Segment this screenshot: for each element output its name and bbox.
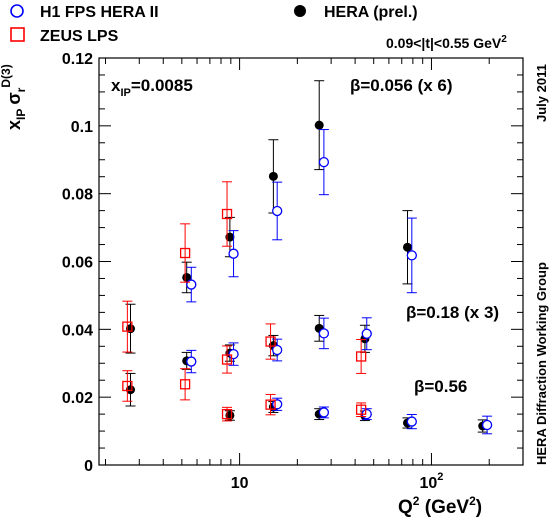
- data-points: [122, 80, 493, 435]
- y-tick-labels: 0 0.02 0.04 0.06 0.08 0.1 0.12: [62, 51, 93, 475]
- data-point-zeus: [179, 247, 191, 259]
- x-axis-label: Q2 (GeV2): [398, 494, 482, 518]
- beta-label-056: β=0.56: [414, 377, 467, 396]
- data-point-h1-fps: [318, 407, 330, 418]
- data-point-h1-fps: [272, 205, 283, 217]
- data-point-zeus: [221, 408, 233, 420]
- y-tick-label: 0.08: [62, 187, 93, 204]
- data-point-h1-fps: [228, 248, 239, 259]
- data-point-h1-fps: [406, 250, 417, 261]
- data-point-zeus: [265, 399, 276, 410]
- data-point-h1-fps: [318, 328, 330, 339]
- data-point-zeus: [355, 351, 367, 362]
- x-tick-labels: 10 102: [231, 471, 444, 492]
- beta-label-018: β=0.18 (x 3): [406, 303, 499, 322]
- y-tick-label: 0.12: [62, 51, 93, 68]
- legend-label-hera: HERA (prel.): [324, 4, 418, 21]
- y-tick-label: 0.1: [71, 119, 93, 136]
- x-tick-label: 102: [419, 471, 443, 492]
- data-point-h1-fps: [186, 279, 197, 290]
- xip-label: xIP=0.0085: [111, 76, 193, 99]
- y-tick-label: 0.04: [62, 322, 93, 339]
- y-axis-label: xIPσrD(3): [0, 64, 28, 130]
- data-point-hera: [126, 385, 136, 395]
- data-point-h1-fps: [186, 356, 197, 367]
- data-point-zeus: [221, 354, 233, 365]
- beta-label-0056: β=0.056 (x 6): [350, 76, 453, 95]
- legend-marker-h1-fps: [10, 4, 24, 18]
- y-tick-label: 0.06: [62, 255, 93, 272]
- data-point-zeus: [355, 404, 367, 415]
- t-range-label: 0.09<|t|<0.55 GeV2: [386, 34, 507, 51]
- data-point-hera: [182, 272, 192, 282]
- y-tick-label: 0.02: [62, 390, 93, 407]
- data-point-zeus: [122, 321, 133, 332]
- data-point-h1-fps: [481, 419, 493, 431]
- legend-label-h1-fps: H1 FPS HERA II: [40, 4, 159, 21]
- group-label: HERA Diffraction Working Group: [534, 262, 549, 465]
- legend-label-zeus: ZEUS LPS: [40, 28, 119, 45]
- data-point-h1-fps: [272, 344, 283, 356]
- data-point-zeus: [122, 380, 133, 392]
- data-point-zeus: [221, 208, 233, 220]
- data-point-hera: [268, 171, 278, 181]
- data-point-h1-fps: [406, 416, 417, 427]
- legend-marker-hera: [294, 5, 306, 17]
- data-point-h1-fps: [272, 399, 283, 410]
- data-point-zeus: [265, 336, 276, 347]
- legend: H1 FPS HERA II HERA (prel.) ZEUS LPS: [10, 4, 418, 45]
- data-point-h1-fps: [228, 348, 239, 360]
- date-label: July 2011: [534, 64, 549, 122]
- x-tick-label: 10: [231, 475, 249, 492]
- data-point-hera: [225, 232, 235, 242]
- data-point-hera: [314, 120, 324, 130]
- legend-marker-zeus: [10, 27, 25, 42]
- data-point-zeus: [179, 379, 191, 390]
- axis-ticks: [99, 57, 524, 466]
- data-point-h1-fps: [361, 328, 372, 339]
- data-point-h1-fps: [318, 156, 330, 168]
- data-point-hera: [402, 242, 412, 252]
- y-tick-label: 0: [84, 458, 93, 475]
- plot-frame: [98, 57, 524, 466]
